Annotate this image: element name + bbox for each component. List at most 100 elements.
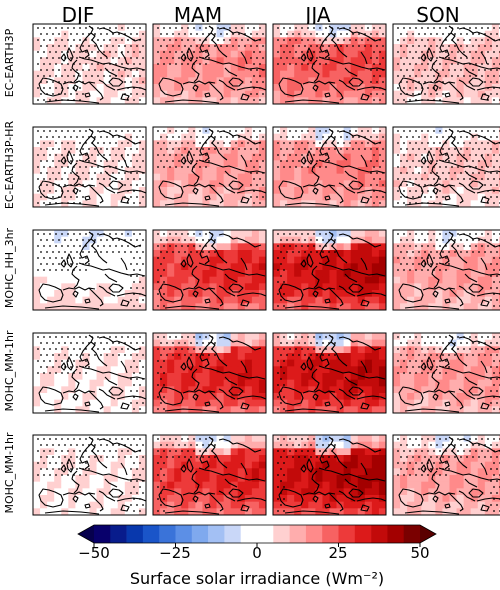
stipple-dot [121,245,123,247]
field-cell [322,187,330,195]
stipple-dot [109,178,111,180]
stipple-dot [400,57,402,59]
field-cell [103,97,112,104]
coastline [348,77,364,87]
field-cell [54,379,62,387]
field-cell [174,160,182,168]
field-cell [442,160,450,168]
field-cell [244,303,253,310]
stipple-dot [193,51,195,53]
field-cell [131,24,140,32]
coastline [240,299,250,307]
stipple-dot [112,69,114,71]
coastline [240,360,248,374]
stipple-dot [439,87,441,89]
field-cell [378,346,386,354]
field-cell [336,366,345,374]
field-cell [244,153,253,161]
field-cell [47,406,55,413]
field-cell [308,57,316,65]
stipple-dot [424,148,426,150]
stipple-dot [262,184,264,186]
field-cell [442,97,450,104]
field-cell [393,283,401,291]
field-cell [244,64,253,72]
coastline [199,32,212,59]
field-cell [237,276,246,284]
coastline [38,386,64,406]
field-cell [103,127,112,135]
stipple-dot [346,33,348,35]
stipple-dot [445,269,447,271]
stipple-dot [52,251,54,253]
field-cell [68,236,76,244]
stipple-dot [457,166,459,168]
field-cell [294,133,302,141]
stipple-dot [469,39,471,41]
field-cell [407,84,415,92]
field-cell [400,270,408,278]
coastline [88,231,108,264]
field-cell [428,30,436,38]
stipple-dot [496,57,498,59]
stipple-dot [58,172,60,174]
field-cell [287,160,295,168]
stipple-dot [43,99,45,101]
field-cell [181,70,189,78]
stipple-dot [58,45,60,47]
stipple-dot [403,245,405,247]
field-cell [230,346,239,354]
field-cell [336,333,345,341]
field-cell [491,167,500,175]
field-cell [442,180,450,188]
stipple-dot [37,257,39,259]
stipple-dot [136,148,138,150]
field-cell [237,147,246,155]
field-cell [364,30,373,38]
field-cell [96,359,105,367]
field-cell [287,353,295,361]
field-cell [308,133,316,141]
stipple-dot [91,166,93,168]
stipple-dot [451,178,453,180]
field-cell [54,283,62,291]
stipple-dot [64,196,66,198]
stipple-dot [484,81,486,83]
stipple-dot [157,281,159,283]
field-cell [230,200,239,207]
stipple-dot [160,402,162,404]
stipple-dot [190,342,192,344]
stipple-dot [76,45,78,47]
field-cell [407,167,415,175]
field-cell [181,270,189,278]
field-cell [54,70,62,78]
stipple-dot [490,251,492,253]
stipple-dot [259,99,261,101]
field-cell [421,303,429,310]
field-cell [491,127,500,135]
stipple-dot [52,93,54,95]
field-cell [68,133,76,141]
stipple-dot [493,75,495,77]
field-cell [322,133,330,141]
stipple-dot [136,390,138,392]
field-cell [315,24,323,32]
field-cell [393,180,401,188]
coastline [328,287,344,307]
field-cell [251,64,260,72]
stipple-dot [451,154,453,156]
field-cell [131,386,140,394]
field-cell [287,276,295,284]
field-cell [188,353,196,361]
stipple-dot [247,39,249,41]
stipple-dot [415,178,417,180]
field-cell [378,256,386,264]
field-cell [75,147,83,155]
field-cell [75,30,83,38]
stipple-dot [409,166,411,168]
stipple-dot [142,251,144,253]
field-cell [343,84,352,92]
field-cell [75,37,83,45]
stipple-dot [298,33,300,35]
stipple-dot [298,148,300,150]
